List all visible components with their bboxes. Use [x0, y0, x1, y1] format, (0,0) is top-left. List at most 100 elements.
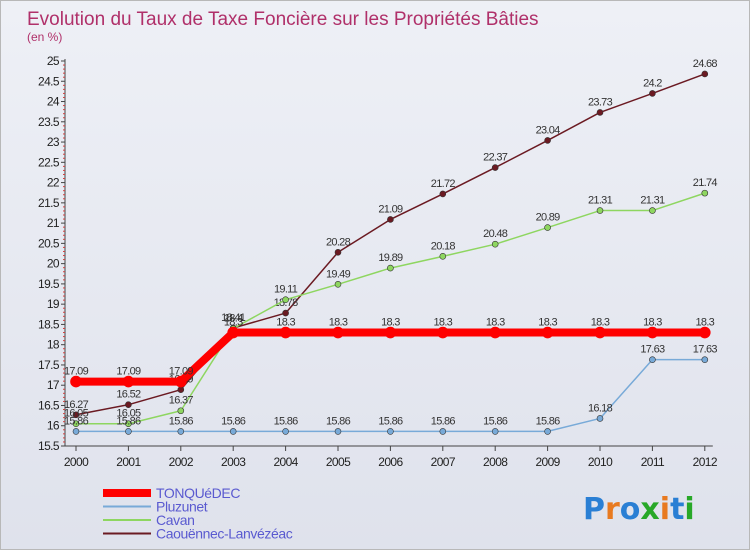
data-label: 15.86 [64, 415, 89, 427]
data-label: 18.3 [224, 317, 243, 329]
data-label: 18.3 [591, 317, 610, 329]
data-label: 22.37 [483, 152, 508, 164]
data-label: 15.86 [169, 415, 194, 427]
data-point [596, 415, 604, 422]
data-label: 15.86 [378, 415, 403, 427]
data-label: 15.86 [326, 415, 351, 427]
legend-label: Cavan [156, 512, 194, 528]
data-point [334, 428, 342, 435]
data-point [491, 428, 499, 435]
data-point [387, 264, 394, 272]
logo-letter: t [670, 492, 684, 527]
data-point [72, 428, 80, 435]
x-tick-label: 2011 [641, 455, 665, 469]
data-label: 18.3 [538, 317, 557, 329]
y-tick-label: 22 [47, 176, 60, 190]
x-tick-label: 2004 [273, 455, 298, 469]
series-line [76, 192, 706, 425]
data-label: 16.18 [588, 402, 613, 414]
data-point [384, 326, 397, 339]
logo-letter: x [640, 492, 659, 527]
y-tick-label: 16.5 [38, 398, 60, 412]
data-label: 17.09 [64, 366, 89, 378]
data-label: 16.37 [169, 395, 194, 407]
data-label: 15.86 [536, 415, 561, 427]
legend-item: Caouënnec-Lanvézéac [103, 526, 293, 542]
series-tonqu-dec: 17.09 17.09 17.09 18.3 18.3 18.3 18.3 18.3 18.3 1… [64, 317, 715, 388]
y-tick-label: 20 [47, 257, 60, 271]
series-line [75, 73, 706, 416]
data-point [282, 428, 289, 435]
data-label: 21.72 [431, 178, 456, 190]
y-tick-label: 23 [47, 135, 60, 149]
x-tick-label: 2001 [116, 455, 141, 469]
data-point [282, 309, 289, 317]
data-label: 24.2 [643, 77, 662, 89]
data-point [489, 326, 502, 339]
data-point [177, 428, 185, 435]
x-tick-label: 2012 [693, 455, 718, 469]
y-tick-label: 22.5 [38, 155, 60, 169]
data-label: 18.3 [695, 317, 714, 329]
data-point [387, 428, 394, 435]
data-label: 21.09 [378, 203, 403, 215]
data-point [387, 216, 394, 223]
x-tick-label: 2010 [588, 455, 613, 469]
data-point [125, 428, 132, 435]
data-point [72, 411, 80, 419]
legend-label: Pluzunet [156, 499, 208, 515]
data-point [175, 375, 187, 388]
data-point [177, 407, 185, 415]
data-point [544, 428, 551, 435]
legend-label: TONQUéDEC [156, 485, 240, 501]
y-tick-label: 17 [47, 378, 60, 392]
data-label: 18.3 [486, 317, 505, 329]
data-point [544, 137, 551, 144]
data-label: 24.68 [693, 58, 718, 70]
data-label: 23.73 [588, 96, 613, 108]
data-label: 20.18 [431, 240, 456, 252]
data-label: 19.49 [326, 268, 351, 280]
y-tick-label: 19 [47, 297, 60, 311]
x-tick-label: 2003 [221, 455, 246, 469]
data-label: 17.09 [116, 366, 141, 378]
data-point [544, 224, 551, 231]
data-point [439, 190, 447, 198]
data-label: 20.28 [326, 236, 351, 248]
data-label: 20.89 [536, 212, 561, 224]
proxiti-logo: Proxiti [583, 492, 695, 527]
data-point [701, 189, 709, 197]
data-point [125, 420, 132, 428]
data-label: 17.09 [169, 366, 194, 378]
series-pluzunet: 15.86 15.86 15.86 15.86 15.86 15.86 15.86 15.86… [64, 344, 718, 435]
data-label: 21.31 [588, 195, 613, 207]
data-label: 15.86 [483, 415, 508, 427]
data-label: 18.3 [276, 317, 295, 329]
data-label: 15.86 [221, 415, 246, 427]
chart-title: Evolution du Taux de Taxe Foncière sur l… [27, 9, 539, 30]
data-point [436, 326, 449, 339]
data-label: 16.05 [64, 408, 89, 420]
data-point [491, 164, 499, 171]
data-point [698, 326, 711, 339]
y-tick-label: 18.5 [38, 317, 60, 331]
data-label: 16.27 [64, 399, 89, 411]
data-label: 21.31 [640, 195, 665, 207]
data-label: 17.63 [693, 344, 718, 356]
data-point [596, 109, 604, 116]
data-point [122, 375, 135, 388]
data-point [334, 248, 342, 256]
y-tick-label: 19.5 [38, 277, 60, 291]
data-label: 18.3 [329, 317, 348, 329]
data-label: 15.86 [274, 415, 299, 427]
data-point [227, 326, 239, 339]
x-tick-label: 2002 [169, 455, 194, 469]
data-label: 15.86 [116, 415, 141, 427]
data-point [177, 386, 185, 393]
legend-label: Caouënnec-Lanvézéac [156, 526, 293, 542]
data-point [72, 420, 80, 428]
data-label: 19.11 [274, 284, 298, 296]
data-point [70, 375, 82, 388]
y-tick-label: 16 [47, 419, 60, 433]
